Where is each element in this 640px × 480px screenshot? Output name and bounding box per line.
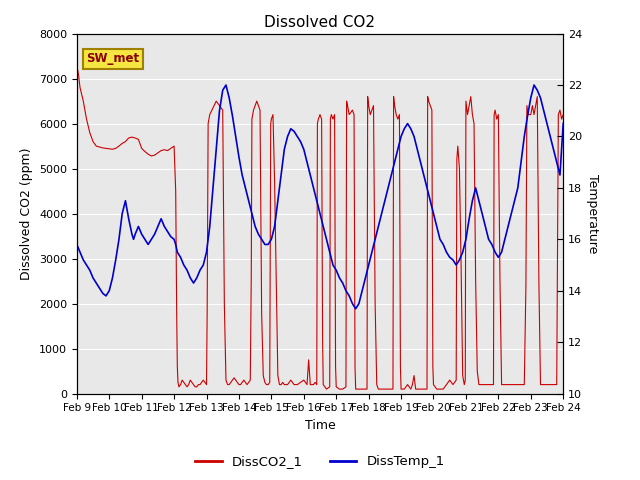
DissCO2_1	[326, 116, 334, 122]
Text: SW_met: SW_met	[86, 52, 140, 65]
X-axis label: Time: Time	[305, 419, 335, 432]
DissTemp_1	[106, 288, 113, 294]
Line: DissTemp_1: DissTemp_1	[77, 85, 563, 309]
DissCO2_1	[331, 112, 339, 118]
DissCO2_1	[323, 386, 330, 392]
Legend: DissCO2_1, DissTemp_1: DissCO2_1, DissTemp_1	[190, 450, 450, 473]
DissCO2_1	[95, 144, 103, 150]
Y-axis label: Dissolved CO2 (ppm): Dissolved CO2 (ppm)	[20, 147, 33, 280]
DissTemp_1	[222, 82, 230, 88]
Title: Dissolved CO2: Dissolved CO2	[264, 15, 376, 30]
Y-axis label: Temperature: Temperature	[586, 174, 599, 253]
DissTemp_1	[134, 224, 142, 229]
DissTemp_1	[420, 172, 428, 178]
DissTemp_1	[287, 126, 294, 132]
DissCO2_1	[73, 62, 81, 68]
DissTemp_1	[543, 120, 551, 126]
DissCO2_1	[259, 372, 267, 378]
DissTemp_1	[352, 306, 360, 312]
DissCO2_1	[559, 112, 567, 118]
DissTemp_1	[73, 241, 81, 247]
Line: DissCO2_1: DissCO2_1	[77, 65, 563, 389]
DissCO2_1	[346, 112, 353, 118]
DissCO2_1	[392, 112, 400, 118]
DissTemp_1	[559, 120, 567, 126]
DissTemp_1	[481, 224, 489, 229]
